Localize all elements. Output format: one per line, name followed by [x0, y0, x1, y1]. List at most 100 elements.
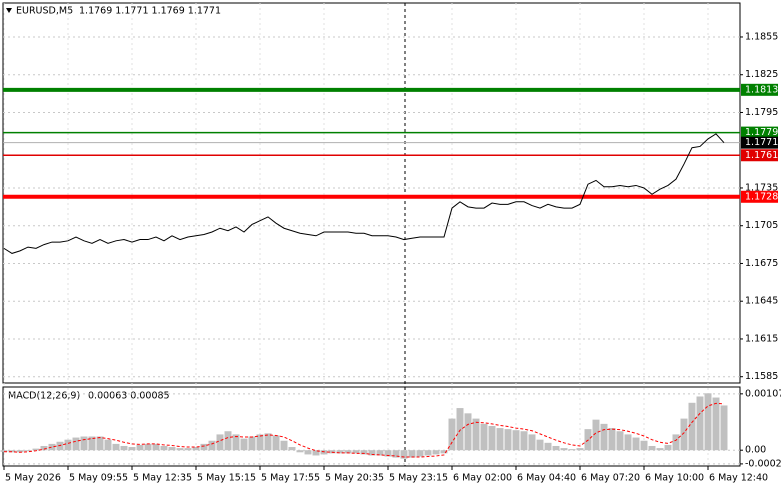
- level-label: 1.1761: [745, 150, 778, 161]
- x-tick-label: 5 May 2026: [5, 473, 61, 484]
- x-tick-label: 5 May 09:55: [69, 473, 128, 484]
- symbol-title: EURUSD,M5: [16, 6, 73, 17]
- histogram-bar: [504, 429, 512, 451]
- histogram-bar: [376, 450, 384, 456]
- histogram-bar: [136, 444, 144, 451]
- histogram-bar: [616, 431, 624, 451]
- histogram-bar: [72, 437, 80, 451]
- histogram-bar: [272, 435, 280, 451]
- histogram-bar: [432, 450, 440, 455]
- histogram-bar: [328, 450, 336, 454]
- histogram-bar: [232, 434, 240, 451]
- histogram-bar: [152, 443, 160, 451]
- x-tick-label: 5 May 23:15: [389, 473, 448, 484]
- y-tick-label: 0.00: [745, 445, 766, 456]
- y-tick-label: 1.1735: [745, 182, 778, 193]
- histogram-bar: [8, 450, 16, 453]
- histogram-bar: [528, 434, 536, 451]
- price-panel: [2, 2, 741, 384]
- histogram-bar: [64, 439, 72, 451]
- histogram-bar: [472, 418, 480, 451]
- level-label: 1.1779: [745, 127, 778, 138]
- y-tick-label: 1.1585: [745, 371, 778, 382]
- histogram-bar: [312, 450, 320, 456]
- histogram-bar: [680, 418, 688, 451]
- histogram-bar: [104, 439, 112, 451]
- histogram-bar: [192, 447, 200, 451]
- histogram-bar: [688, 402, 696, 451]
- histogram-bar: [176, 448, 184, 451]
- histogram-bar: [648, 445, 656, 451]
- histogram-bar: [184, 448, 192, 451]
- y-tick-label: 1.1645: [745, 296, 778, 307]
- histogram-bar: [464, 413, 472, 451]
- histogram-bar: [56, 441, 64, 451]
- level-label: 1.1813: [745, 84, 778, 95]
- histogram-bar: [216, 434, 224, 451]
- x-tick-label: 5 May 17:55: [261, 473, 320, 484]
- histogram-bar: [456, 408, 464, 451]
- histogram-bar: [488, 425, 496, 451]
- x-tick-label: 5 May 15:15: [197, 473, 256, 484]
- histogram-bar: [392, 450, 400, 458]
- symbol-menu-arrow[interactable]: [6, 8, 12, 13]
- current-price-box: [741, 136, 778, 149]
- histogram-bar: [560, 448, 568, 451]
- histogram-bar: [664, 444, 672, 451]
- series-line: [3, 133, 725, 254]
- current-price-label: 1.1771: [745, 137, 778, 148]
- histogram-bar: [80, 436, 88, 451]
- y-tick-label: 1.1705: [745, 220, 778, 231]
- histogram-bar: [304, 450, 312, 455]
- level-label-box: [741, 190, 778, 203]
- histogram-bar: [696, 396, 704, 451]
- histogram-bar: [632, 437, 640, 451]
- x-tick-label: 6 May 02:00: [453, 473, 512, 484]
- level-label: 1.1728: [745, 191, 778, 202]
- y-tick-label: -0.00026: [745, 458, 781, 469]
- histogram-bar: [408, 450, 416, 458]
- y-tick-label: 1.1795: [745, 107, 778, 118]
- histogram-bar: [96, 436, 104, 451]
- histogram-bar: [384, 450, 392, 457]
- histogram-bar: [592, 419, 600, 451]
- histogram-bar: [264, 433, 272, 451]
- histogram-bar: [424, 450, 432, 456]
- histogram-bar: [552, 445, 560, 451]
- histogram-bar: [496, 428, 504, 451]
- histogram-bar: [24, 450, 32, 452]
- y-tick-label: 1.1675: [745, 258, 778, 269]
- histogram-bar: [352, 450, 360, 454]
- histogram-bar: [32, 448, 40, 451]
- histogram-bar: [88, 436, 96, 451]
- histogram-bar: [400, 450, 408, 459]
- histogram-bar: [128, 447, 136, 451]
- histogram-bar: [480, 423, 488, 451]
- histogram-bar: [168, 447, 176, 451]
- histogram-bar: [112, 443, 120, 451]
- histogram-bar: [0, 450, 8, 452]
- histogram-bar: [144, 443, 152, 451]
- histogram-bar: [368, 450, 376, 456]
- ohlc-readout: 1.1769 1.1771 1.1769 1.1771: [79, 6, 221, 17]
- histogram-bar: [224, 431, 232, 451]
- x-tick-label: 5 May 12:35: [133, 473, 192, 484]
- histogram-bar: [672, 434, 680, 451]
- histogram-bar: [248, 436, 256, 451]
- histogram-bar: [240, 438, 248, 451]
- histogram-bar: [536, 439, 544, 451]
- histogram-bar: [704, 393, 712, 451]
- series-line: [4, 402, 725, 458]
- histogram-bar: [256, 434, 264, 451]
- histogram-bar: [448, 418, 456, 451]
- y-tick-label: 1.1615: [745, 333, 778, 344]
- histogram-bar: [360, 450, 368, 455]
- histogram-bar: [520, 431, 528, 451]
- level-label-box: [741, 83, 778, 96]
- y-tick-label: 1.1855: [745, 31, 778, 42]
- histogram-bar: [416, 450, 424, 457]
- x-tick-label: 6 May 07:20: [581, 473, 640, 484]
- histogram-bar: [120, 445, 128, 451]
